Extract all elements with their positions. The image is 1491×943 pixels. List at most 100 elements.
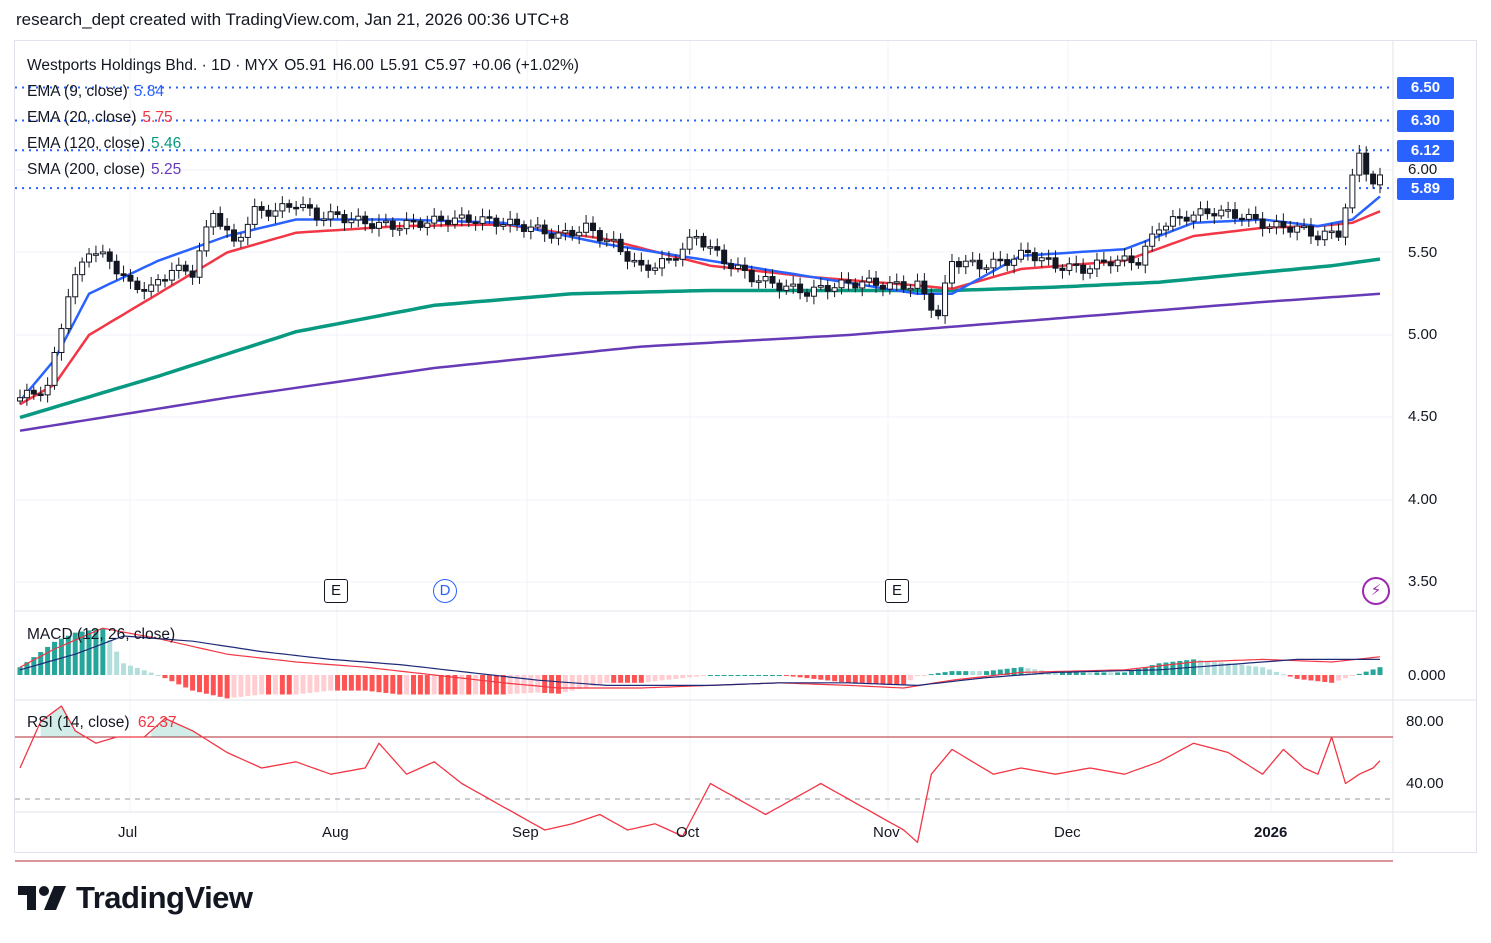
candle-body [1142,245,1149,266]
price-axis-tick: 6.00 [1408,161,1438,178]
candlestick [1066,257,1073,276]
candle-body [1252,213,1259,220]
indicator-value: 5.25 [151,161,182,178]
candle-body [797,283,804,294]
macd-histogram-bar [1253,666,1259,675]
earnings-event-marker[interactable]: E [324,579,348,603]
candle-body [1100,259,1107,263]
candlestick [797,277,804,300]
candlestick [313,204,320,227]
candlestick [1114,255,1121,272]
macd-histogram-bar [638,675,644,683]
candlestick [293,200,300,216]
candle-body [1107,261,1114,267]
macd-histogram-bar [190,675,196,691]
candle-body [141,288,148,292]
candle-body [451,217,458,225]
candle-body [1114,259,1121,267]
candlestick [700,232,707,251]
candlestick [721,244,728,270]
candlestick [596,227,603,248]
candle-body [562,229,569,234]
dividend-event-marker[interactable]: D [433,579,457,603]
candle-body [375,221,382,229]
rsi-axis-tick: 80.00 [1406,713,1444,730]
indicator-sma200[interactable]: SMA (200, close) 5.25 [27,157,585,183]
candlestick [265,204,272,222]
rsi-overbought-fill [151,718,200,737]
candlestick [120,265,127,282]
candlestick [776,279,783,299]
candle-body [824,285,831,292]
split-event-marker[interactable]: ⚡ [1362,577,1390,605]
macd-histogram-bar [148,672,154,675]
candlestick [1238,213,1245,227]
candlestick [1011,254,1018,274]
macd-histogram-bar [728,675,734,676]
candlestick [106,248,113,270]
chart-legend: Westports Holdings Bhd. · 1D · MYX O5.91… [27,53,585,183]
candle-body [838,279,845,289]
indicator-ema20[interactable]: EMA (20, close) 5.75 [27,105,585,131]
candle-body [755,280,762,283]
macd-legend[interactable]: MACD (12, 26, close) [27,626,176,643]
symbol-label[interactable]: Westports Holdings Bhd. · 1D · MYX [27,57,279,74]
macd-histogram-bar [590,675,596,686]
macd-histogram-bar [1135,668,1141,675]
candle-body [534,224,541,228]
candle-body [148,284,155,292]
macd-histogram-bar [1004,668,1010,675]
macd-histogram-bar [176,675,182,685]
candlestick [210,210,217,236]
candle-body [962,260,969,268]
macd-histogram-bar [24,662,30,675]
candle-body [237,236,244,242]
candle-body [1045,257,1052,260]
candlestick [134,277,141,294]
candlestick [458,207,465,227]
candlestick [886,275,893,295]
candle-body [935,309,942,317]
candle-body [645,264,652,271]
macd-histogram-bar [155,675,161,676]
rsi-line [19,705,1381,844]
candlestick [86,248,93,268]
candle-body [445,219,452,225]
tradingview-logo[interactable]: TradingView [18,880,253,916]
macd-histogram-bar [894,675,900,685]
candlestick [866,269,873,287]
candlestick [1052,250,1059,273]
candle-body [921,280,928,295]
candlestick [99,244,106,258]
candle-body [369,223,376,229]
candle-body [189,270,196,278]
candlestick [1314,230,1321,246]
candlestick [762,268,769,289]
rsi-legend[interactable]: RSI (14, close) 62.37 [27,714,177,732]
candlestick [728,258,735,277]
candle-body [748,269,755,283]
indicator-ema120[interactable]: EMA (120, close) 5.46 [27,131,585,157]
candlestick [217,206,224,230]
indicator-ema9[interactable]: EMA (9, close) 5.84 [27,79,585,105]
candlestick [873,271,880,293]
candlestick [72,266,79,305]
macd-histogram-bar [1204,660,1210,675]
candlestick [1211,208,1218,224]
macd-histogram-bar [797,675,803,678]
macd-histogram-bar [673,675,679,679]
candlestick [182,260,189,276]
macd-histogram-bar [383,675,389,693]
macd-histogram-bar [714,675,720,676]
candlestick [479,208,486,231]
candle-body [893,281,900,284]
candlestick [569,226,576,241]
indicator-value: 5.75 [142,109,173,126]
earnings-event-marker[interactable]: E [885,579,909,603]
candle-body [741,264,748,271]
candle-body [196,250,203,278]
candlestick [1156,222,1163,242]
candlestick [810,279,817,305]
macd-histogram-bar [500,675,506,695]
